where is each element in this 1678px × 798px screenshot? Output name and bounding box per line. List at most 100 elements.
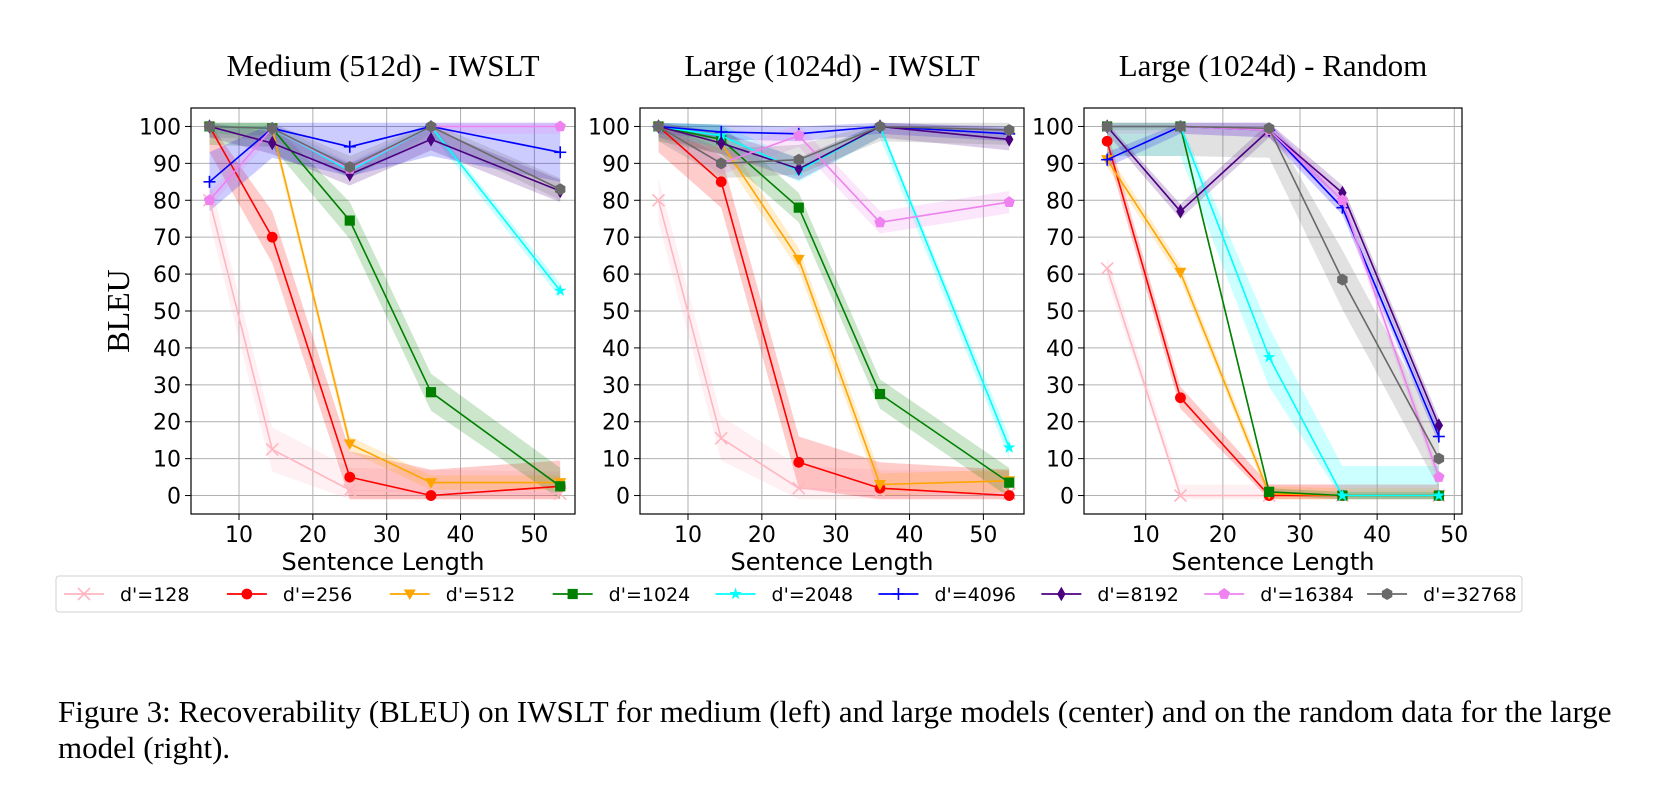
y-tick-label: 10: [602, 448, 630, 473]
y-tick-label: 80: [153, 189, 181, 214]
data-point: [1336, 488, 1349, 501]
legend-marker: [1218, 588, 1230, 599]
marker-shape: [874, 388, 886, 400]
marker-shape: [1434, 418, 1444, 433]
confidence-bands: [1107, 122, 1439, 500]
legend-label: d'=1024: [609, 584, 691, 606]
marker-shape: [1176, 204, 1185, 219]
y-tick-label: 30: [153, 374, 181, 399]
y-tick-label: 50: [1046, 300, 1074, 325]
data-point: [555, 481, 566, 492]
y-tick-label: 40: [1046, 337, 1074, 362]
x-tick-label: 30: [1286, 523, 1314, 548]
marker-shape: [793, 202, 804, 213]
y-tick-label: 10: [1046, 448, 1074, 473]
y-tick-label: 100: [588, 115, 630, 140]
data-point: [715, 176, 727, 188]
data-point: [425, 120, 437, 133]
marker-shape: [716, 157, 727, 170]
data-point: [343, 140, 356, 153]
marker-shape: [425, 387, 437, 398]
data-point: [1003, 490, 1015, 501]
chart-panel-1: 10 20 30 40 50 0 10 20 30 40 50 60 70 80 90 100 Sentence…: [100, 48, 576, 576]
data-point: [425, 478, 437, 489]
marker-shape: [555, 481, 566, 492]
data-point: [1264, 486, 1275, 497]
y-tick-label: 30: [602, 374, 630, 399]
y-tick-label: 0: [1060, 485, 1074, 510]
data-point: [425, 387, 437, 398]
band-d'=1024: [658, 122, 1010, 498]
data-point: [1434, 418, 1444, 433]
data-point: [651, 193, 666, 207]
marker-stroke: [1173, 488, 1187, 503]
data-point: [1432, 488, 1446, 501]
marker-shape: [1175, 392, 1186, 404]
y-tick-label: 70: [602, 226, 630, 251]
data-point: [344, 215, 355, 226]
data-point: [1337, 273, 1348, 286]
marker-shape: [1262, 350, 1276, 363]
x-tick-label: 30: [822, 523, 850, 548]
marker-shape: [1433, 471, 1445, 482]
data-point: [555, 183, 566, 196]
band-d'=256: [1107, 130, 1439, 500]
marker-shape: [1336, 488, 1349, 501]
marker-shape: [403, 589, 416, 600]
legend-entry-d'=2048: d'=2048: [715, 584, 853, 606]
x-tick-label: 20: [299, 523, 327, 548]
series-line: [1107, 125, 1440, 459]
y-tick-label: 60: [1046, 263, 1074, 288]
data-point: [425, 490, 437, 501]
x-tick-label: 10: [1132, 523, 1160, 548]
chart-title: Large (1024d) - IWSLT: [684, 48, 979, 83]
marker-shape: [793, 456, 805, 468]
marker-shape: [204, 120, 215, 133]
marker-shape: [793, 129, 805, 141]
x-axis-label: Sentence Length: [282, 548, 485, 576]
data-point: [554, 120, 566, 132]
legend-marker: [403, 589, 416, 600]
x-tick-label: 40: [447, 523, 475, 548]
x-tick-label: 30: [373, 523, 401, 548]
y-tick-label: 40: [602, 337, 630, 362]
data-point: [714, 431, 728, 445]
marker-shape: [554, 120, 566, 132]
y-tick-label: 20: [602, 411, 630, 436]
marker-shape: [1433, 452, 1445, 465]
x-tick-label: 40: [1363, 523, 1391, 548]
marker-shape: [1101, 120, 1113, 133]
data-point: [717, 135, 726, 151]
data-point: [1003, 196, 1015, 207]
band-d'=256: [658, 122, 1010, 500]
data-point: [1101, 153, 1114, 166]
marker-shape: [203, 194, 216, 206]
y-tick-label: 90: [602, 152, 630, 177]
legend-marker: [729, 587, 742, 600]
data-point: [1004, 124, 1015, 137]
x-tick-label: 40: [896, 523, 924, 548]
y-tick-label: 30: [1046, 374, 1074, 399]
data-point: [794, 161, 803, 177]
band-d'=16384: [209, 122, 561, 208]
data-point: [793, 153, 804, 166]
band-d'=4096: [1107, 122, 1439, 444]
legend-entry-d'=32768: d'=32768: [1367, 584, 1517, 606]
marker-shape: [426, 132, 436, 147]
series-d'=128: [651, 193, 1016, 501]
marker-shape: [343, 439, 356, 450]
data-point: [1336, 194, 1349, 206]
marker-stroke: [792, 481, 806, 495]
legend-entry-d'=4096: d'=4096: [878, 584, 1016, 606]
marker-shape: [794, 161, 803, 177]
data-point: [426, 132, 436, 147]
confidence-bands: [658, 122, 1010, 500]
y-tick-label: 50: [602, 300, 630, 325]
series-d'=32768: [204, 120, 566, 196]
legend-entry-d'=16384: d'=16384: [1204, 584, 1354, 606]
marker-stroke: [265, 442, 279, 456]
marker-shape: [874, 120, 886, 133]
data-point: [554, 284, 567, 296]
chart-panel-3: 10 20 30 40 50 0 10 20 30 40 50 60 70 80 90 100 Sentence…: [1032, 48, 1468, 576]
